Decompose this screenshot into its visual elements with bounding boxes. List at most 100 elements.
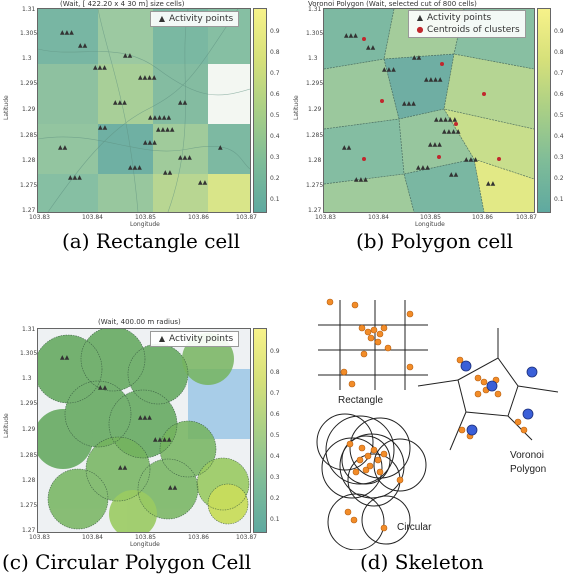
cbtick: 0.4: [270, 453, 280, 460]
xtick: 103.86: [472, 214, 493, 221]
xtick: 103.86: [188, 214, 209, 221]
svg-text:▲▲▲▲▲: ▲▲▲▲▲: [148, 114, 171, 121]
svg-text:▲▲▲: ▲▲▲: [113, 99, 127, 106]
cbtick: 0.1: [270, 196, 280, 203]
svg-text:▲▲▲▲: ▲▲▲▲: [138, 74, 157, 81]
svg-text:▲▲: ▲▲: [98, 384, 108, 391]
svg-text:▲▲▲: ▲▲▲: [464, 156, 478, 163]
xtick: 103.85: [135, 534, 156, 541]
label-circular: Circular: [397, 522, 432, 533]
panel-skeleton: Rectangle Voronoi Polygon Circular (d) S…: [300, 290, 573, 586]
triangle-icon: ▲: [158, 14, 166, 23]
panel-b-colorbar: [537, 8, 551, 213]
svg-text:▲▲▲: ▲▲▲: [354, 176, 368, 183]
panel-b-map: ▲▲▲ ▲▲ ▲▲▲ ▲▲ ▲▲▲▲ ▲▲▲ ▲▲▲▲▲ ▲▲▲▲ ▲▲▲ ▲▲▲ ▲▲ ▲▲▲…: [323, 8, 535, 213]
ytick: 1.28: [22, 157, 36, 164]
cbtick: 0.8: [270, 369, 280, 376]
cbtick: 0.9: [554, 28, 564, 35]
ytick: 1.27: [22, 527, 36, 534]
svg-text:▲▲: ▲▲: [98, 124, 108, 131]
svg-text:▲▲: ▲▲: [178, 99, 188, 106]
panel-c-ylabel: Latitude: [3, 413, 10, 438]
ytick: 1.29: [308, 106, 322, 113]
ytick: 1.275: [20, 502, 38, 509]
panel-a-legend: ▲ Activity points: [150, 11, 240, 27]
ytick: 1.295: [306, 80, 324, 87]
panel-polygon: Voronoi Polygon (Wait, selected cut of 8…: [290, 0, 573, 270]
skeleton-diagram: [316, 298, 559, 550]
cbtick: 0.3: [270, 154, 280, 161]
panel-b-legend: ▲ Activity points ● Centroids of clusters: [408, 10, 526, 38]
ytick: 1.285: [20, 452, 38, 459]
cbtick: 0.2: [554, 175, 564, 182]
xtick: 103.83: [29, 534, 50, 541]
voronoi-edges: [417, 328, 559, 451]
ytick: 1.3: [22, 375, 32, 382]
svg-text:▲▲▲▲: ▲▲▲▲: [442, 128, 461, 135]
xtick: 103.84: [82, 534, 103, 541]
cbtick: 0.3: [270, 474, 280, 481]
cbtick: 0.1: [554, 196, 564, 203]
svg-text:▲▲▲: ▲▲▲: [128, 164, 142, 171]
legend-item: ● Centroids of clusters: [413, 24, 520, 36]
ytick: 1.275: [306, 182, 324, 189]
svg-text:▲▲▲▲: ▲▲▲▲: [153, 436, 172, 443]
ytick: 1.31: [22, 6, 36, 13]
panel-b-xlabel: Longitude: [415, 221, 445, 228]
panel-c-colorbar: [253, 328, 267, 533]
xtick: 103.85: [420, 214, 441, 221]
ytick: 1.3: [308, 55, 318, 62]
ytick: 1.31: [22, 326, 36, 333]
legend-label: Activity points: [169, 334, 234, 344]
ytick: 1.305: [306, 30, 324, 37]
cbtick: 0.3: [554, 154, 564, 161]
circular-cells: [316, 413, 427, 550]
xtick: 103.83: [29, 214, 50, 221]
cbtick: 0.4: [270, 133, 280, 140]
panel-circular: (Wait, 400.00 m radius) Latitude 1.31 1.…: [0, 318, 290, 586]
svg-text:▲▲: ▲▲: [168, 484, 178, 491]
panel-c-map-svg: ▲▲▲▲▲▲▲ ▲▲▲▲▲▲▲▲: [38, 329, 250, 532]
ytick: 1.29: [22, 426, 36, 433]
legend-label: Centroids of clusters: [427, 25, 520, 35]
svg-text:▲▲: ▲▲: [58, 144, 68, 151]
panel-a-title: (Wait, [ 422.20 x 4 30 m] size cells): [60, 0, 185, 8]
svg-text:▲▲: ▲▲: [60, 354, 70, 361]
cbtick: 0.7: [554, 70, 564, 77]
svg-text:▲: ▲: [218, 144, 223, 151]
svg-text:▲▲▲: ▲▲▲: [382, 66, 396, 73]
legend-label: Activity points: [427, 13, 492, 23]
panel-b-ylabel: Latitude: [293, 95, 300, 120]
ytick: 1.285: [306, 132, 324, 139]
cbtick: 0.1: [270, 516, 280, 523]
svg-text:▲▲: ▲▲: [366, 44, 376, 51]
svg-text:▲▲: ▲▲: [123, 52, 133, 59]
label-voronoi-2: Polygon: [510, 464, 547, 475]
label-voronoi-1: Voronoi: [510, 450, 544, 461]
svg-text:▲▲▲: ▲▲▲: [416, 164, 430, 171]
xtick: 103.86: [188, 534, 209, 541]
panel-b-map-svg: ▲▲▲▲▲▲▲▲ ▲▲▲▲▲▲▲▲▲ ▲▲▲▲▲▲▲▲▲▲▲▲ ▲▲▲▲▲▲▲▲…: [324, 9, 534, 212]
svg-text:▲▲▲: ▲▲▲: [68, 174, 82, 181]
svg-text:▲▲▲: ▲▲▲: [93, 64, 107, 71]
ytick: 1.295: [20, 400, 38, 407]
ytick: 1.31: [308, 6, 322, 13]
xtick: 103.84: [368, 214, 389, 221]
cbtick: 0.5: [270, 432, 280, 439]
svg-text:▲▲▲: ▲▲▲: [143, 139, 157, 146]
cbtick: 0.8: [270, 49, 280, 56]
svg-text:▲▲▲: ▲▲▲: [402, 100, 416, 107]
cbtick: 0.4: [554, 133, 564, 140]
svg-text:▲▲▲▲▲: ▲▲▲▲▲: [434, 116, 457, 123]
cbtick: 0.8: [554, 49, 564, 56]
ytick: 1.29: [22, 106, 36, 113]
svg-text:▲▲: ▲▲: [118, 464, 128, 471]
panel-a-caption: (a) Rectangle cell: [62, 229, 241, 253]
cbtick: 0.9: [270, 348, 280, 355]
legend-item: ▲ Activity points: [155, 333, 233, 345]
panel-b-title: Voronoi Polygon (Wait, selected cut of 8…: [308, 0, 477, 8]
svg-text:▲▲: ▲▲: [449, 171, 459, 178]
svg-text:▲▲▲: ▲▲▲: [60, 29, 74, 36]
ytick: 1.305: [20, 30, 38, 37]
xtick: 103.87: [236, 214, 257, 221]
